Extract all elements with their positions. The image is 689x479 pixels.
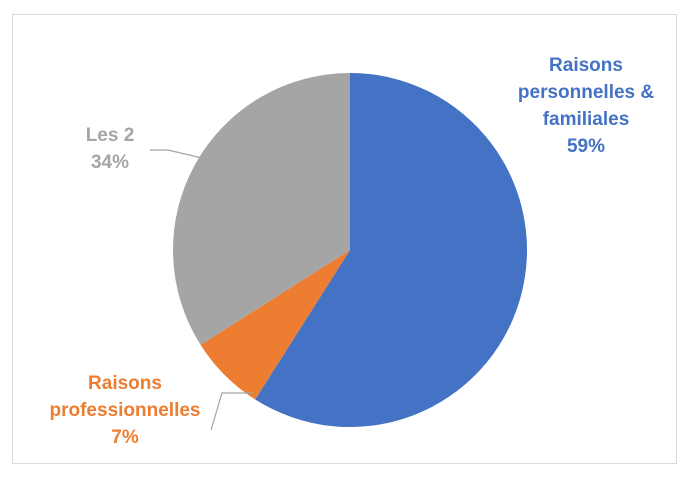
data-label-line: 34%	[91, 152, 129, 173]
data-label-line: professionnelles	[50, 400, 201, 421]
data-label-1: Raisons personnelles & familiales 59%	[518, 55, 654, 157]
data-labels: Raisons personnelles & familiales 59%Raison…	[50, 55, 655, 448]
data-label-line: personnelles &	[518, 82, 654, 103]
pie-slice-3	[172, 73, 350, 345]
data-label-3: Les 2 34%	[86, 125, 135, 173]
data-label-line: Les 2	[86, 125, 135, 146]
data-label-line: Raisons	[88, 373, 162, 394]
data-label-line: Raisons	[549, 55, 623, 76]
data-label-line: familiales	[543, 109, 630, 130]
leader-lines	[150, 149, 254, 431]
leader-line-3	[150, 149, 203, 159]
pie-slice-1	[255, 73, 527, 427]
data-label-2: Raisons professionnelles 7%	[50, 373, 201, 448]
pie-slice-2	[200, 250, 350, 400]
pie-slices	[172, 73, 527, 427]
data-label-line: 59%	[567, 136, 605, 157]
data-label-line: 7%	[111, 427, 139, 448]
leader-line-2	[210, 392, 254, 431]
